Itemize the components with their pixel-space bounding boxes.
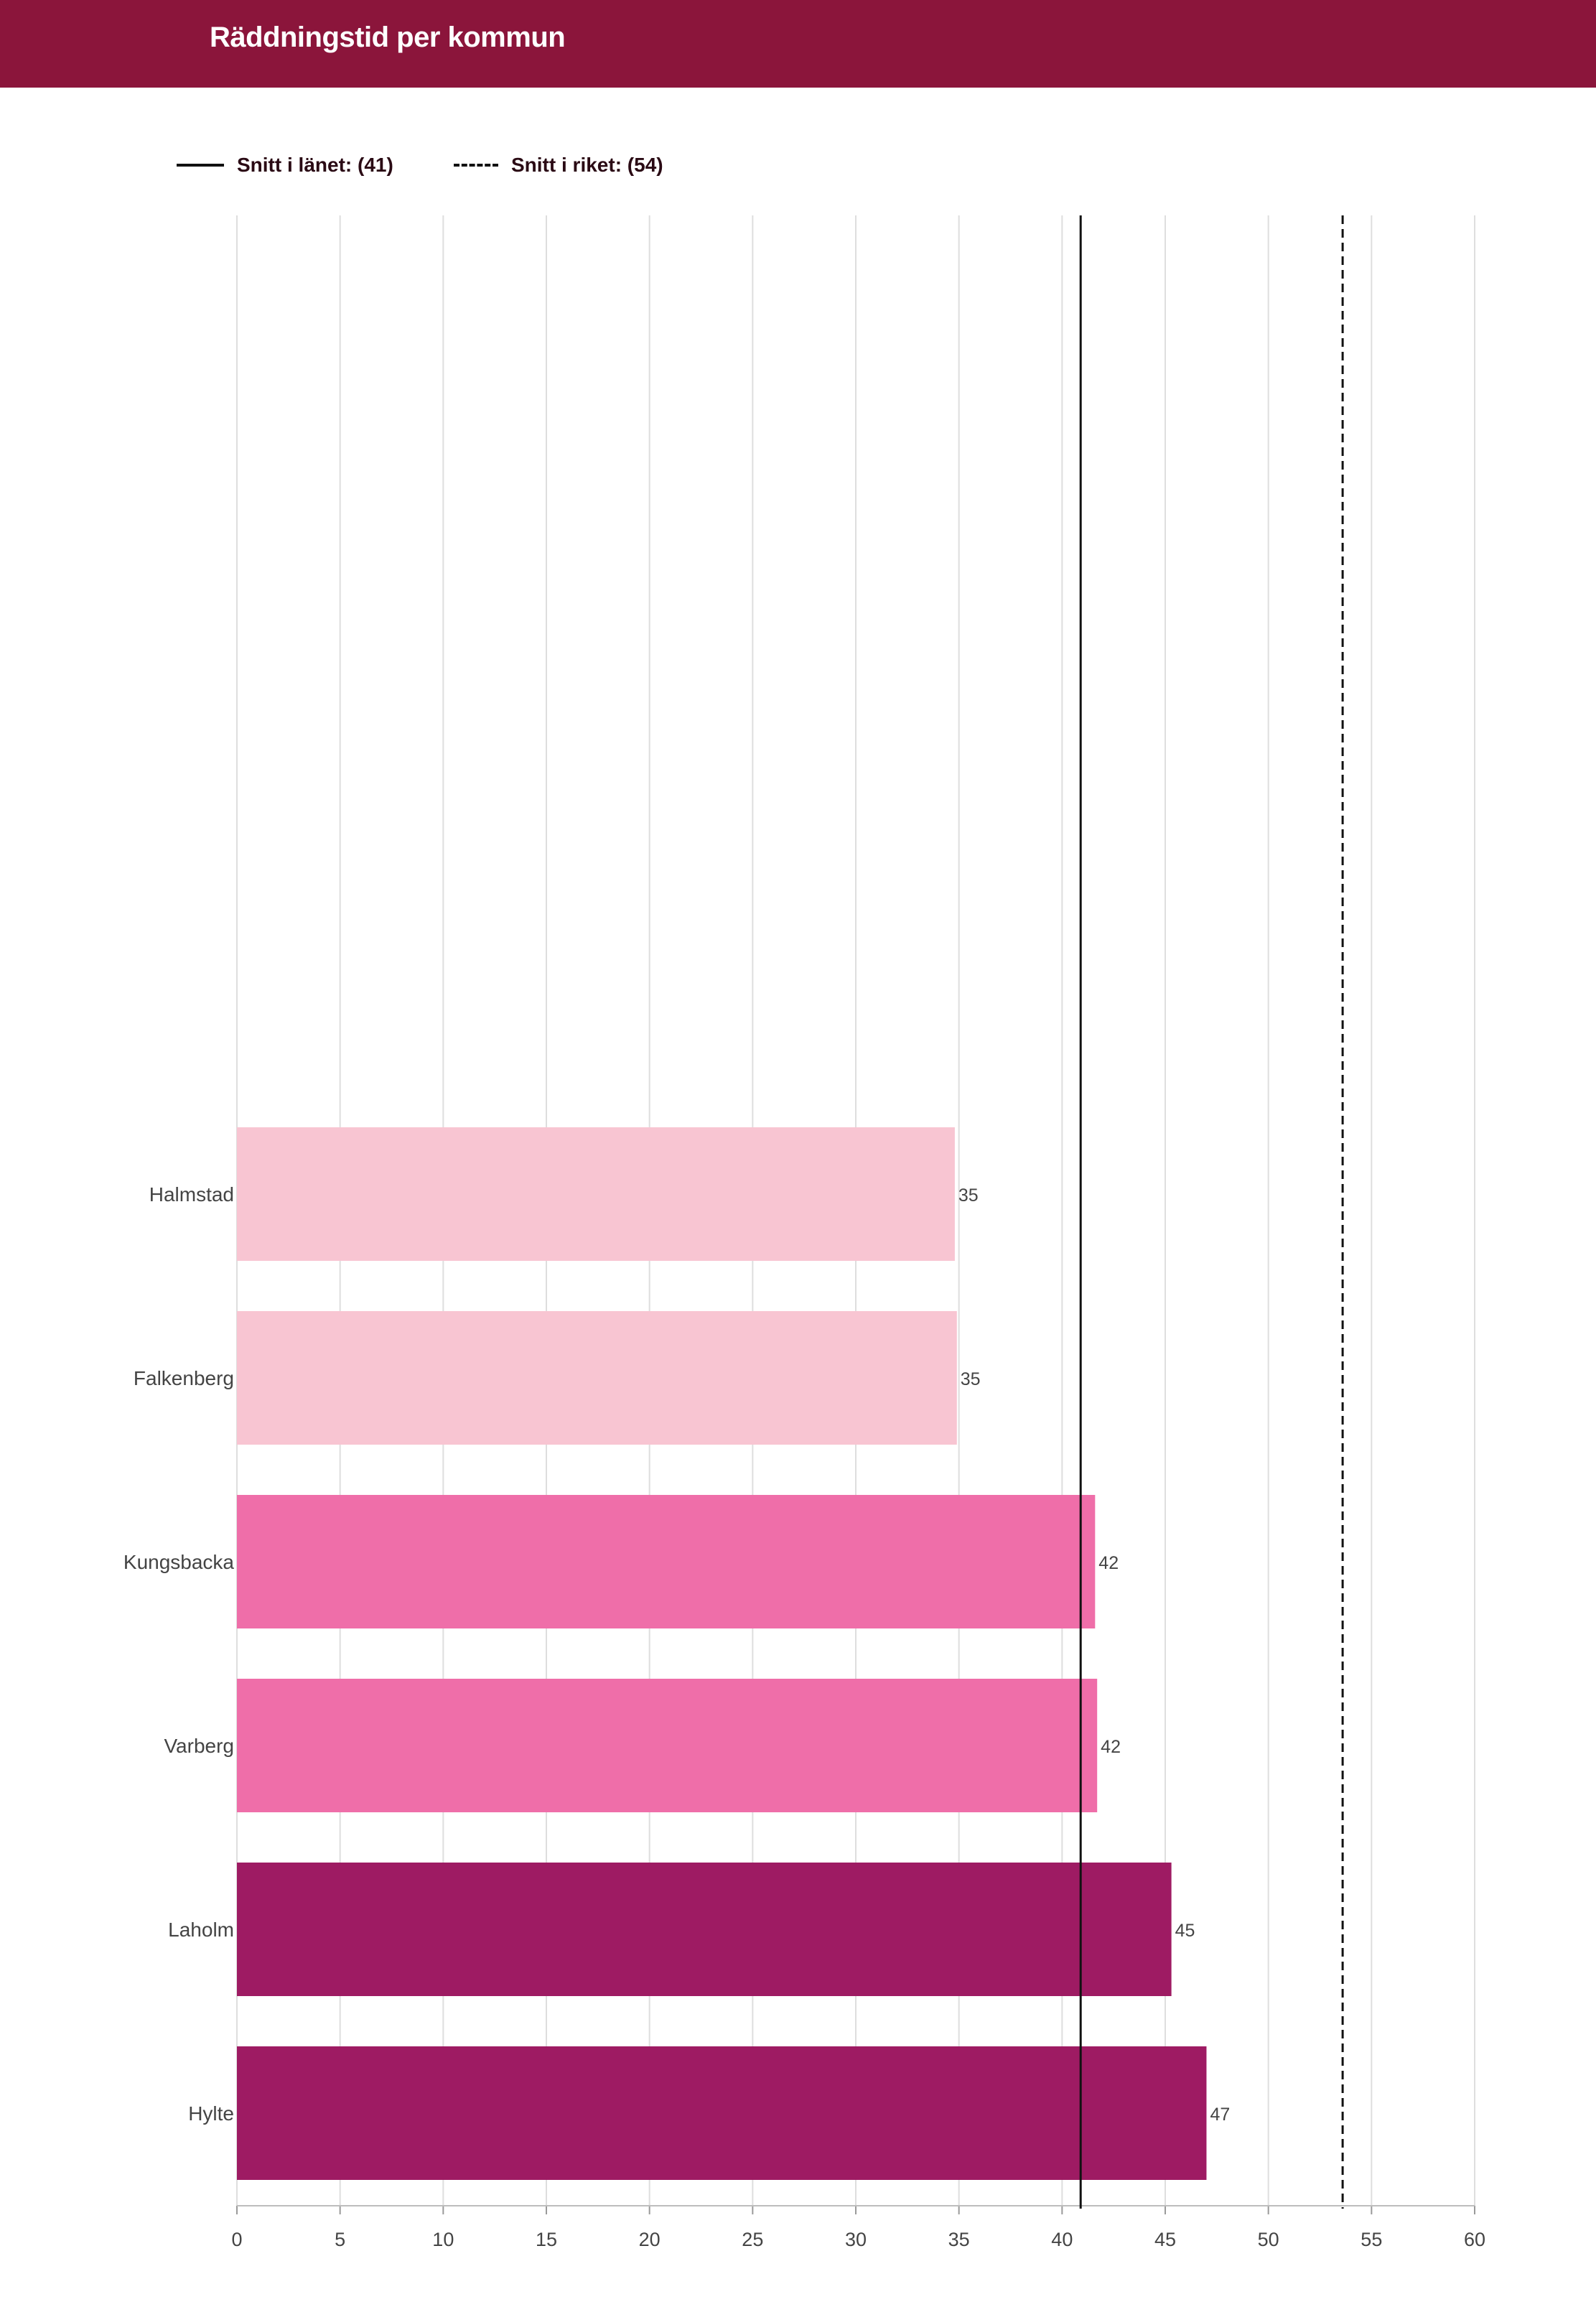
x-tick-label: 45 [1154, 2229, 1176, 2250]
x-tick-label: 35 [948, 2229, 970, 2250]
bar [237, 2046, 1207, 2180]
category-label: Halmstad [149, 1183, 234, 1206]
data-label: 35 [958, 1185, 979, 1206]
header-bar: Räddningstid per kommun [0, 0, 1596, 88]
x-tick-label: 30 [845, 2229, 867, 2250]
data-label: 45 [1175, 1921, 1195, 1941]
x-tick-label: 55 [1361, 2229, 1382, 2250]
x-tick-label: 0 [231, 2229, 242, 2250]
x-tick-label: 15 [536, 2229, 557, 2250]
legend-item-county-average: Snitt i länet: (41) [177, 144, 393, 187]
x-tick-label: 20 [639, 2229, 661, 2250]
category-label: Kungsbacka [123, 1551, 235, 1573]
x-tick-label: 40 [1051, 2229, 1073, 2250]
category-label: Laholm [168, 1919, 234, 1941]
legend-label-county: Snitt i länet: (41) [237, 154, 393, 176]
bar [237, 1127, 955, 1261]
category-label: Falkenberg [134, 1367, 234, 1389]
bar [237, 1863, 1172, 1996]
data-label: 42 [1098, 1553, 1119, 1573]
dashed-line-swatch [454, 164, 498, 167]
x-tick-label: 5 [335, 2229, 345, 2250]
legend-label-national: Snitt i riket: (54) [511, 154, 663, 176]
bar [237, 1495, 1096, 1628]
solid-line-swatch [177, 164, 224, 167]
data-label: 35 [961, 1369, 981, 1389]
x-tick-label: 25 [742, 2229, 763, 2250]
x-tick-label: 60 [1464, 2229, 1485, 2250]
x-tick-label: 10 [432, 2229, 454, 2250]
x-tick-label: 50 [1258, 2229, 1279, 2250]
bar [237, 1311, 957, 1445]
chart-legend: Snitt i länet: (41) Snitt i riket: (54) [0, 144, 1596, 187]
data-label: 42 [1101, 1737, 1121, 1757]
category-label: Varberg [164, 1735, 234, 1757]
page-title: Räddningstid per kommun [210, 22, 566, 53]
data-label: 47 [1210, 2105, 1230, 2125]
bar [237, 1679, 1098, 1812]
legend-item-national-average: Snitt i riket: (54) [454, 144, 663, 187]
category-label: Hylte [188, 2102, 234, 2125]
